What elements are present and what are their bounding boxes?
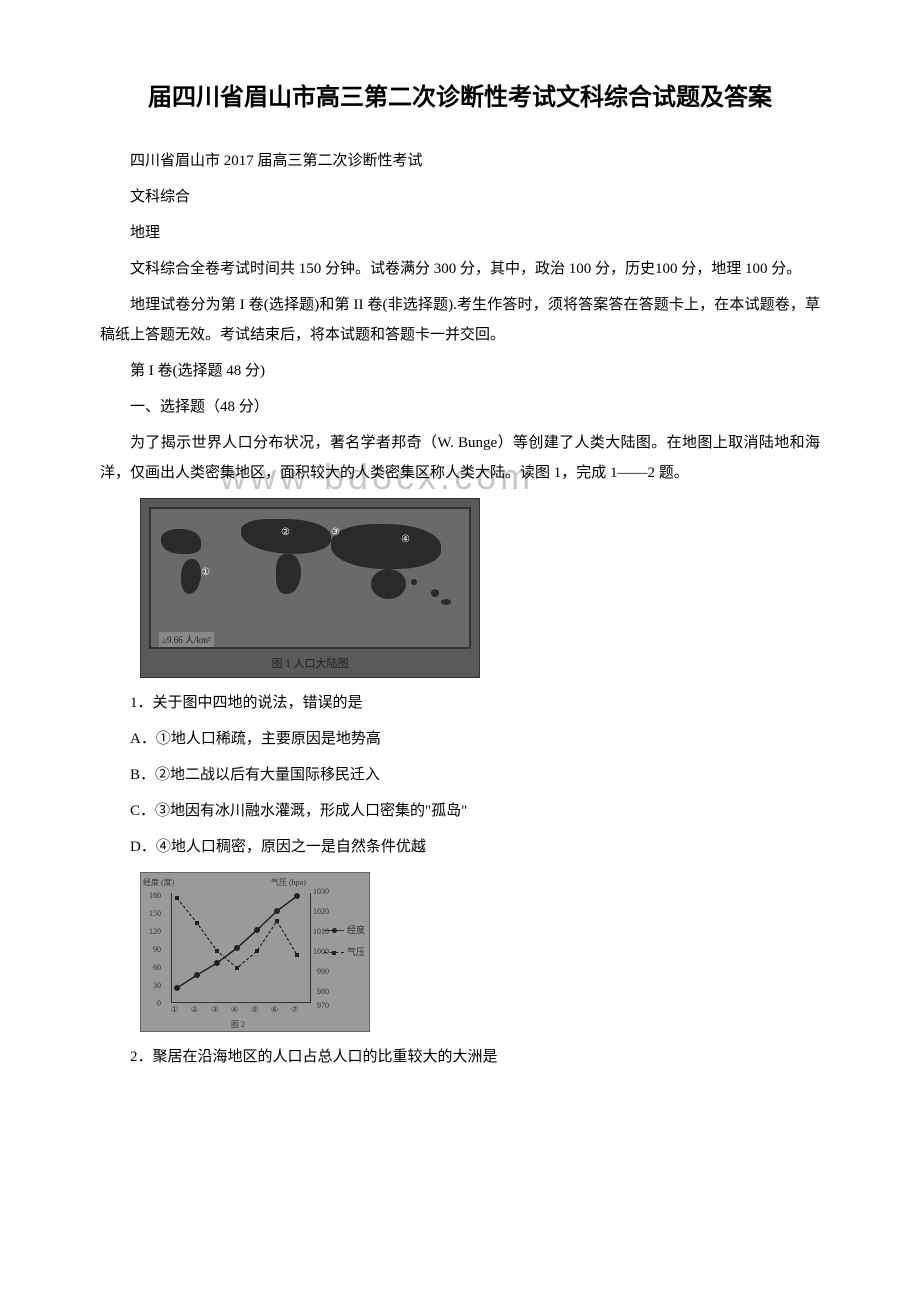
f2-lt-0: 180 <box>149 891 161 900</box>
figure1-marker-3: ③ <box>331 527 340 538</box>
figure1-legend: ≥9.66 人/km² <box>159 632 214 647</box>
f2-lt-2: 120 <box>149 927 161 936</box>
q2-stem: 2．聚居在沿海地区的人口占总人口的比重较大的大洲是 <box>100 1042 820 1072</box>
f2-xt-1: ② <box>191 1005 198 1014</box>
intro-instructions: 地理试卷分为第 I 卷(选择题)和第 II 卷(非选择题).考生作答时，须将答案… <box>100 290 820 350</box>
f2-ylabel-right: 气压 (hpa) <box>271 877 306 888</box>
q1-choice-b: B．②地二战以后有大量国际移民迁入 <box>100 760 820 790</box>
f2-xt-5: ⑥ <box>271 1005 278 1014</box>
f2-rt-5: 980 <box>317 987 329 996</box>
f2-legend-2: 气压 <box>347 947 365 957</box>
q1-choice-d: D．④地人口稠密，原因之一是自然条件优越 <box>100 832 820 862</box>
f2-lt-1: 150 <box>149 909 161 918</box>
figure1-marker-1: ① <box>201 567 210 578</box>
f2-rt-1: 1020 <box>313 907 329 916</box>
intro-scores: 文科综合全卷考试时间共 150 分钟。试卷满分 300 分，其中，政治 100 … <box>100 254 820 284</box>
f2-lt-3: 90 <box>153 945 161 954</box>
figure-2: 经度 (度) 气压 (hpa) 180 <box>140 872 820 1032</box>
f2-xt-2: ③ <box>211 1005 218 1014</box>
figure-1: ① ② ③ ④ ≥9.66 人/km² 图 1 人口大陆图 <box>140 498 820 678</box>
page-title: 届四川省眉山市高三第二次诊断性考试文科综合试题及答案 <box>100 80 820 116</box>
f2-lt-4: 60 <box>153 963 161 972</box>
header-line-2: 文科综合 <box>100 182 820 212</box>
chart-area <box>171 893 311 1003</box>
header-line-1: 四川省眉山市 2017 届高三第二次诊断性考试 <box>100 146 820 176</box>
f2-xt-3: ④ <box>231 1005 238 1014</box>
f2-xt-6: ⑦ <box>291 1005 298 1014</box>
f2-ylabel-left: 经度 (度) <box>143 877 174 888</box>
q1-choice-c: C．③地因有冰川融水灌溉，形成人口密集的"孤岛" <box>100 796 820 826</box>
figure1-caption: 图 1 人口大陆图 <box>141 655 479 671</box>
f2-xt-4: ⑤ <box>251 1005 258 1014</box>
f2-rt-6: 970 <box>317 1001 329 1010</box>
f2-rt-4: 990 <box>317 967 329 976</box>
f2-lt-5: 30 <box>153 981 161 990</box>
f2-rt-0: 1030 <box>313 887 329 896</box>
f2-caption: 图 2 <box>231 1019 245 1030</box>
f2-xt-0: ① <box>171 1005 178 1014</box>
section-1-header: 第 I 卷(选择题 48 分) <box>100 356 820 386</box>
section-1-sub: 一、选择题（48 分） <box>100 392 820 422</box>
header-line-3: 地理 <box>100 218 820 248</box>
figure1-marker-2: ② <box>281 527 290 538</box>
f2-lt-6: 0 <box>157 999 161 1008</box>
f2-legend-1: 经度 <box>347 925 365 935</box>
q1-choice-a: A．①地人口稀疏，主要原因是地势高 <box>100 724 820 754</box>
figure1-marker-4: ④ <box>401 534 410 545</box>
q1-stem: 1．关于图中四地的说法，错误的是 <box>100 688 820 718</box>
passage-1: 为了揭示世界人口分布状况，著名学者邦奇（W. Bunge）等创建了人类大陆图。在… <box>100 428 820 488</box>
